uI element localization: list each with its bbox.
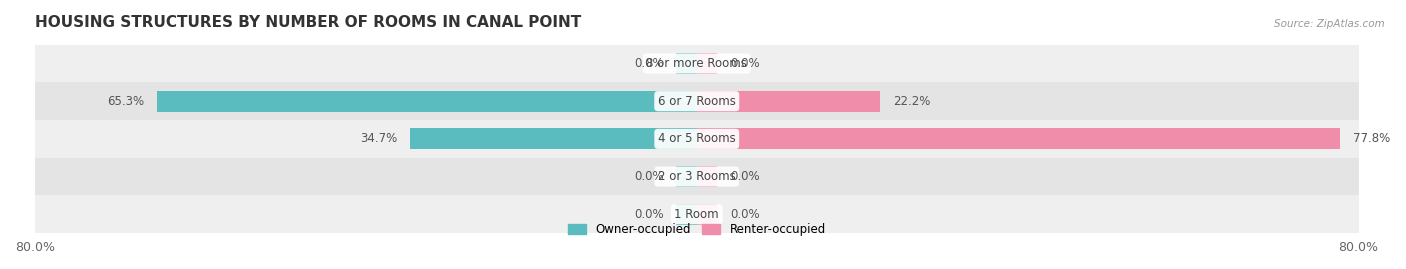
Bar — [697, 91, 880, 112]
Bar — [697, 53, 717, 74]
Text: 0.0%: 0.0% — [730, 208, 759, 221]
Text: 22.2%: 22.2% — [893, 95, 931, 108]
Text: 0.0%: 0.0% — [634, 208, 664, 221]
Text: 4 or 5 Rooms: 4 or 5 Rooms — [658, 132, 735, 145]
Text: HOUSING STRUCTURES BY NUMBER OF ROOMS IN CANAL POINT: HOUSING STRUCTURES BY NUMBER OF ROOMS IN… — [35, 15, 581, 30]
Bar — [676, 204, 697, 225]
Text: 2 or 3 Rooms: 2 or 3 Rooms — [658, 170, 735, 183]
Bar — [697, 204, 717, 225]
Bar — [409, 129, 697, 149]
Bar — [676, 166, 697, 187]
Text: 6 or 7 Rooms: 6 or 7 Rooms — [658, 95, 735, 108]
Bar — [35, 120, 1358, 158]
Bar — [35, 45, 1358, 82]
Bar — [156, 91, 697, 112]
Bar — [35, 82, 1358, 120]
Text: 0.0%: 0.0% — [634, 57, 664, 70]
Text: 0.0%: 0.0% — [634, 170, 664, 183]
Text: 0.0%: 0.0% — [730, 170, 759, 183]
Bar — [697, 129, 1340, 149]
Text: 77.8%: 77.8% — [1353, 132, 1391, 145]
Legend: Owner-occupied, Renter-occupied: Owner-occupied, Renter-occupied — [564, 218, 831, 241]
Bar — [35, 158, 1358, 195]
Bar — [35, 195, 1358, 233]
Text: 0.0%: 0.0% — [730, 57, 759, 70]
Bar — [697, 166, 717, 187]
Text: 34.7%: 34.7% — [360, 132, 398, 145]
Text: Source: ZipAtlas.com: Source: ZipAtlas.com — [1274, 19, 1385, 29]
Text: 1 Room: 1 Room — [675, 208, 718, 221]
Text: 8 or more Rooms: 8 or more Rooms — [647, 57, 747, 70]
Bar — [676, 53, 697, 74]
Text: 65.3%: 65.3% — [107, 95, 145, 108]
